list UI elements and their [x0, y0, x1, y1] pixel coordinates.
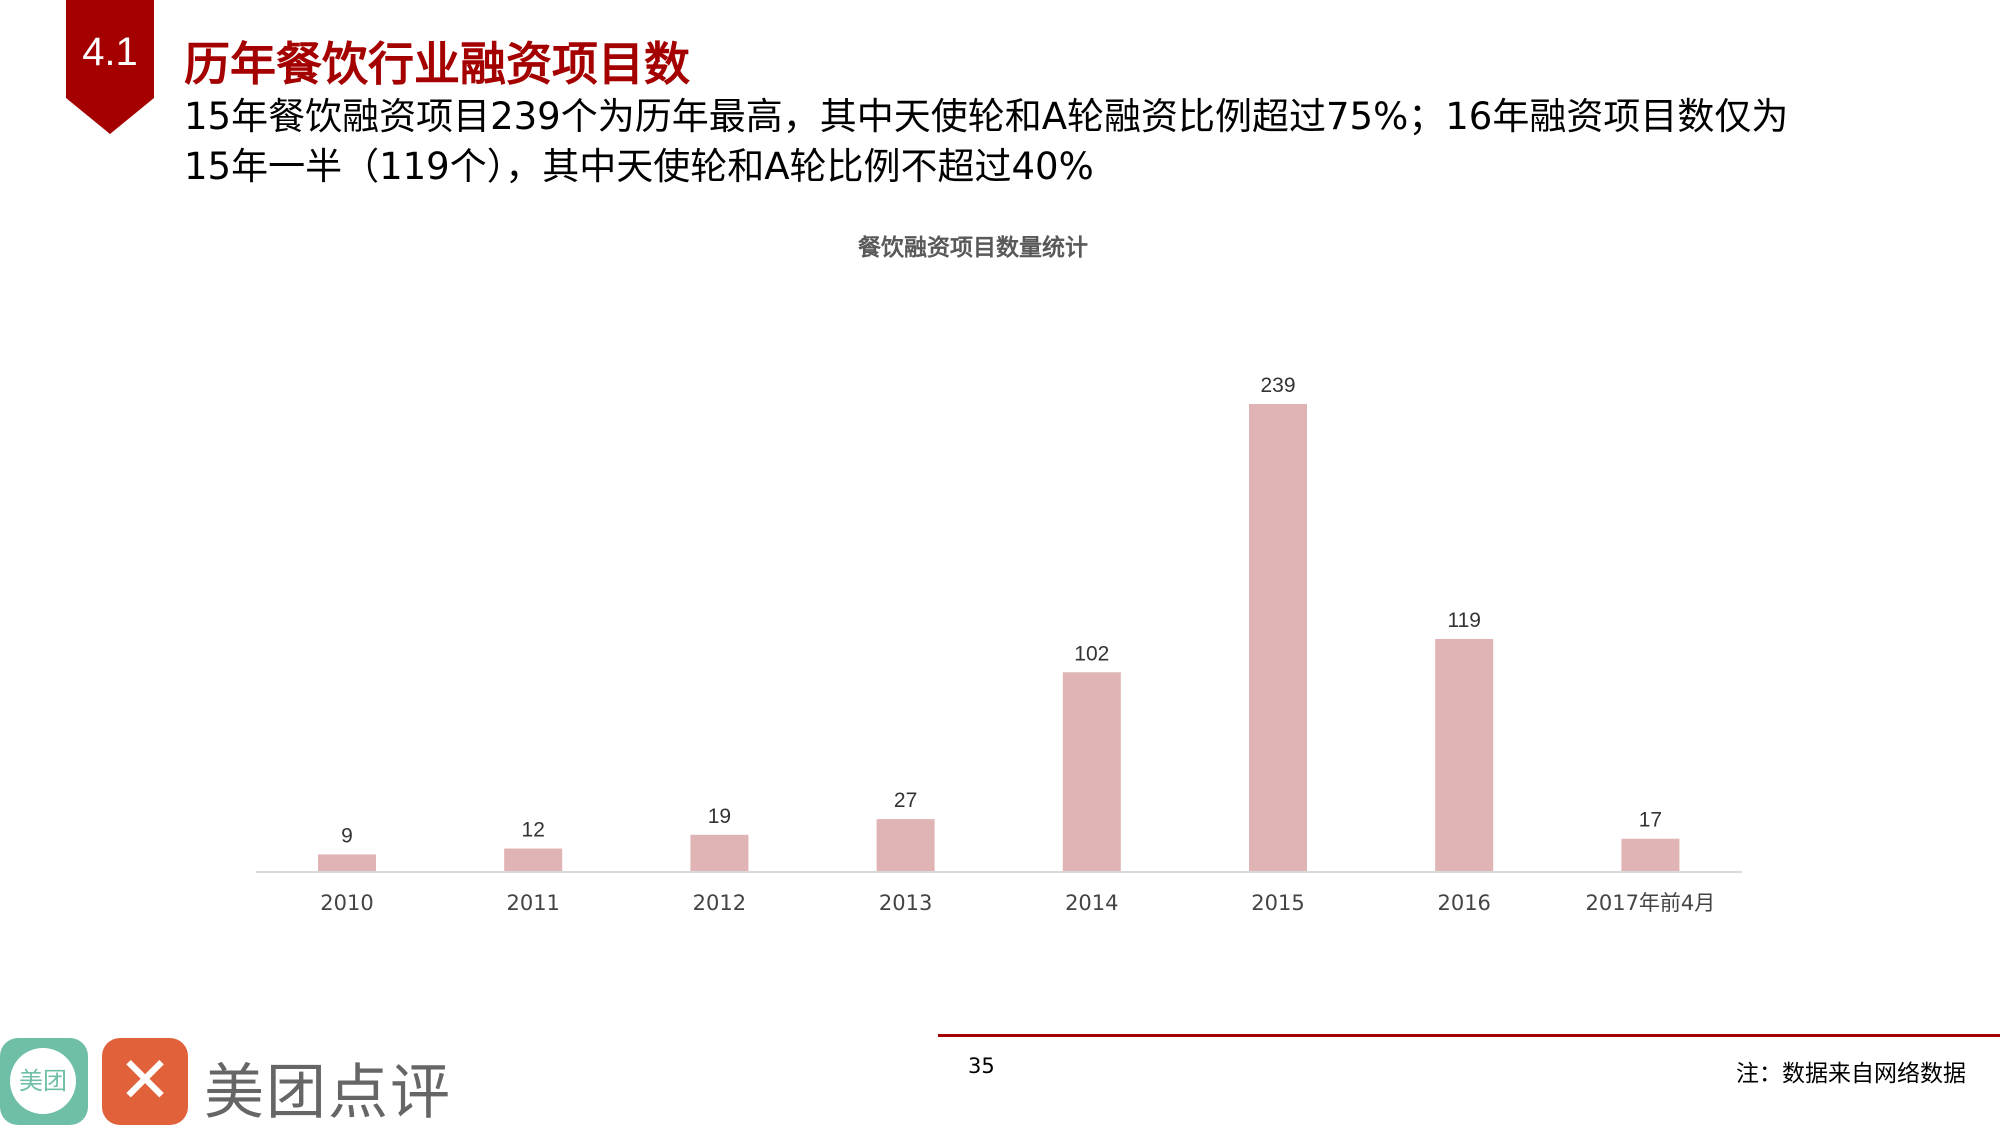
x-tick-label: 2012 [693, 891, 746, 915]
footer-divider [938, 1034, 2000, 1037]
bar [1249, 404, 1307, 872]
page-subtitle: 15年餐饮融资项目239个为历年最高，其中天使轮和A轮融资比例超过75%；16年… [184, 95, 1789, 188]
x-tick-label: 2015 [1251, 891, 1304, 915]
x-tick-label: 2013 [879, 891, 932, 915]
bar [876, 819, 935, 872]
brand-name: 美团点评 [204, 1058, 452, 1128]
bar [690, 834, 749, 872]
bar [1062, 672, 1121, 872]
data-label: 19 [708, 805, 731, 828]
meituan-logo: 美团 [0, 1038, 88, 1125]
bar [318, 854, 376, 872]
dianping-logo: ✕ [102, 1038, 188, 1125]
data-label: 9 [341, 824, 353, 847]
chart-title: 餐饮融资项目数量统计 [858, 235, 1088, 261]
x-tick-label: 2017年前4月 [1585, 891, 1715, 915]
data-label: 12 [522, 819, 545, 842]
meituan-logo-text: 美团 [10, 1048, 76, 1114]
section-badge [66, 0, 154, 98]
data-label: 17 [1639, 809, 1662, 832]
x-tick-label: 2010 [320, 891, 373, 915]
x-tick-label: 2014 [1065, 891, 1118, 915]
bar [1621, 838, 1680, 872]
x-tick-label: 2016 [1437, 891, 1490, 915]
page-number: 35 [968, 1054, 995, 1078]
data-label: 27 [894, 789, 917, 812]
bar [1435, 638, 1494, 872]
data-label: 239 [1260, 374, 1295, 397]
x-tick-label: 2011 [506, 891, 559, 915]
data-label: 119 [1447, 609, 1480, 632]
bar [504, 848, 563, 872]
page-title: 历年餐饮行业融资项目数 [184, 37, 690, 91]
source-note: 注：数据来自网络数据 [1736, 1061, 1966, 1087]
section-badge-tip [66, 98, 154, 134]
data-label: 102 [1074, 642, 1109, 665]
section-number: 4.1 [82, 30, 138, 74]
